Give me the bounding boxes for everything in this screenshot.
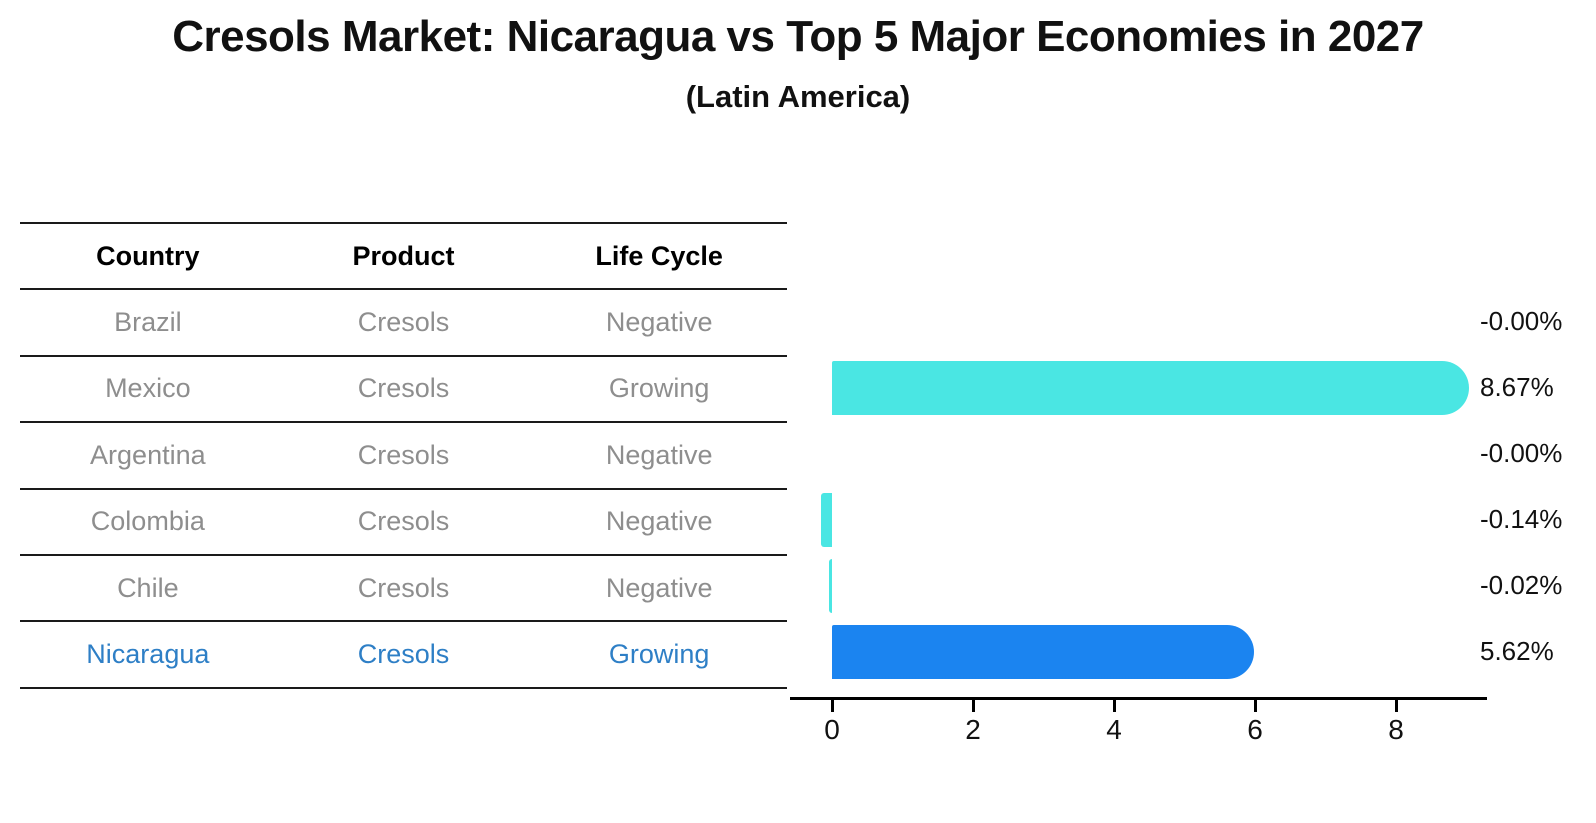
x-tick-label-2: 2	[965, 714, 981, 745]
cell-country: Nicaragua	[86, 639, 210, 670]
x-tick-mark-4	[1112, 700, 1116, 712]
column-header-product: Product	[352, 240, 455, 271]
table-row-chile: Chile Cresols Negative	[20, 556, 787, 623]
cell-country: Argentina	[90, 439, 206, 470]
cell-life-cycle: Growing	[608, 639, 710, 670]
cell-country: Brazil	[114, 307, 182, 338]
cell-life-cycle: Negative	[605, 439, 713, 470]
cell-country: Colombia	[90, 506, 205, 537]
column-header-country: Country	[96, 240, 200, 271]
cell-life-cycle: Growing	[608, 373, 710, 404]
cell-product: Cresols	[357, 307, 450, 338]
table-row-colombia: Colombia Cresols Negative	[20, 490, 787, 556]
table-row-brazil: Brazil Cresols Negative	[20, 290, 787, 357]
x-axis-line	[790, 697, 1487, 700]
x-tick-label-4: 4	[1106, 714, 1122, 745]
value-label-mexico: 8.67%	[1480, 372, 1554, 402]
table-row-argentina: Argentina Cresols Negative	[20, 423, 787, 490]
table-body: Brazil Cresols Negative Mexico Cresols Growin…	[20, 290, 787, 689]
x-tick-label-0: 0	[824, 714, 840, 745]
table-row-nicaragua: Nicaragua Cresols Growing	[20, 622, 787, 689]
bar-mexico	[832, 361, 1470, 415]
bar-colombia	[820, 493, 832, 547]
page-subtitle: (Latin America)	[685, 79, 911, 114]
value-label-brazil: -0.00%	[1480, 306, 1563, 336]
country-table: Country Product Life Cycle Brazil Cresols…	[20, 222, 787, 689]
value-label-nicaragua: 5.62%	[1480, 636, 1554, 666]
x-tick-label-6: 6	[1247, 714, 1263, 745]
cell-product: Cresols	[357, 373, 450, 404]
x-tick-mark-0	[830, 700, 834, 712]
x-tick-label-8: 8	[1388, 714, 1404, 745]
cell-country: Chile	[117, 572, 179, 603]
x-tick-mark-8	[1394, 700, 1398, 712]
cell-life-cycle: Negative	[605, 307, 713, 338]
x-tick-mark-6	[1253, 700, 1257, 712]
cell-product: Cresols	[357, 572, 450, 603]
value-label-chile: -0.02%	[1480, 570, 1563, 600]
table-row-mexico: Mexico Cresols Growing	[20, 357, 787, 424]
cell-life-cycle: Negative	[605, 506, 713, 537]
value-label-argentina: -0.00%	[1480, 438, 1563, 468]
bar-nicaragua	[832, 625, 1255, 679]
cell-product: Cresols	[357, 639, 450, 670]
column-header-life-cycle: Life Cycle	[595, 240, 723, 271]
cell-product: Cresols	[357, 439, 450, 470]
cell-country: Mexico	[105, 373, 191, 404]
cell-life-cycle: Negative	[605, 572, 713, 603]
value-label-colombia: -0.14%	[1480, 504, 1563, 534]
cell-product: Cresols	[357, 506, 450, 537]
table-header-row: Country Product Life Cycle	[20, 224, 787, 291]
bar-chile	[829, 559, 832, 613]
page-title: Cresols Market: Nicaragua vs Top 5 Major…	[172, 12, 1424, 61]
x-tick-mark-2	[971, 700, 975, 712]
